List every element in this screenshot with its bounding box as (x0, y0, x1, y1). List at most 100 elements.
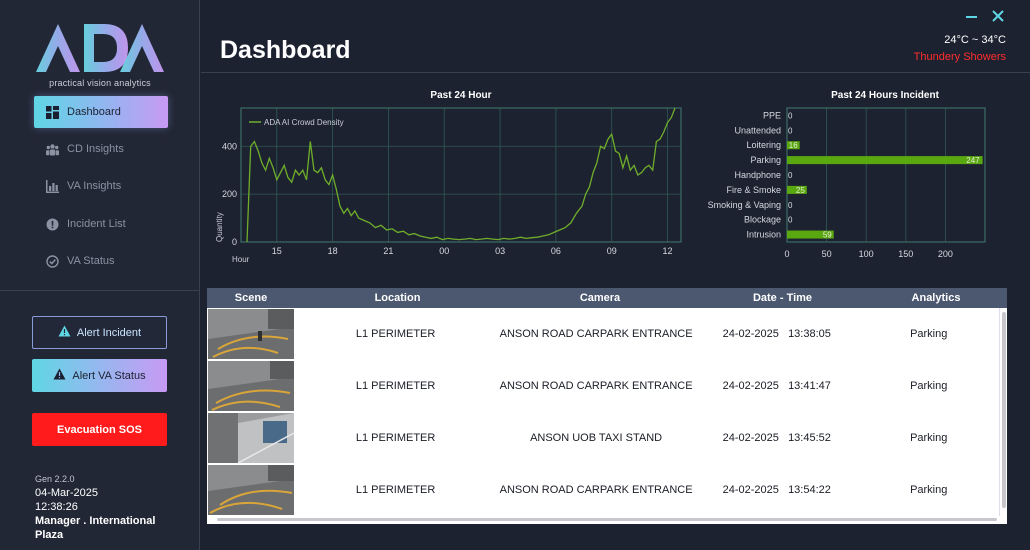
bar-value-label: 0 (788, 126, 793, 135)
chart-title: Past 24 Hours Incident (831, 90, 939, 101)
cell-location: L1 PERIMETER (355, 380, 436, 392)
evacuation-sos-button[interactable]: Evacuation SOS (32, 413, 167, 446)
y-tick-label: 200 (222, 189, 237, 199)
people-icon (46, 143, 59, 156)
x-tick-label: 06 (551, 246, 561, 256)
bar (787, 230, 834, 239)
x-axis-label: Hour (232, 255, 250, 264)
sidebar-item-label: Incident List (67, 218, 126, 230)
alert-circle-icon (46, 218, 59, 231)
category-label: Intrusion (746, 230, 781, 240)
x-tick-label: 12 (663, 246, 673, 256)
legend-label: ADA AI Crowd Density (264, 118, 344, 127)
category-label: Parking (750, 155, 781, 165)
bar-value-label: 0 (788, 201, 793, 210)
x-tick-label: 150 (898, 249, 913, 259)
x-tick-label: 18 (328, 246, 338, 256)
x-tick-label: 03 (495, 246, 505, 256)
cell-camera: ANSON UOB TAXI STAND (530, 432, 663, 444)
cell-camera: ANSON ROAD CARPARK ENTRANCE (499, 484, 693, 496)
scene-thumbnail[interactable] (208, 413, 294, 463)
y-axis-label: Quantity (215, 212, 224, 242)
bar (787, 156, 983, 165)
minimize-icon[interactable] (966, 16, 977, 18)
alert-incident-button[interactable]: Alert Incident (32, 316, 167, 349)
table-row[interactable]: L1 PERIMETER ANSON ROAD CARPARK ENTRANCE… (207, 464, 999, 516)
scene-thumbnail[interactable] (208, 465, 294, 515)
y-tick-label: 0 (232, 237, 237, 247)
bar-value-label: 247 (966, 156, 980, 165)
cell-camera: ANSON ROAD CARPARK ENTRANCE (499, 328, 693, 340)
check-circle-icon (46, 254, 59, 268)
cell-date-time: 24-02-2025 13:41:47 (695, 380, 858, 392)
table-body: L1 PERIMETER ANSON ROAD CARPARK ENTRANCE… (207, 308, 999, 516)
cell-location: L1 PERIMETER (355, 328, 436, 340)
cell-analytics: Parking (910, 380, 948, 392)
header-analytics[interactable]: Analytics (911, 292, 961, 304)
bar-value-label: 59 (823, 231, 832, 240)
sidebar-item-incident-list[interactable]: Incident List (34, 208, 168, 240)
alert-va-status-button[interactable]: Alert VA Status (32, 359, 167, 392)
dashboard-icon (46, 105, 59, 119)
scene-thumbnail[interactable] (208, 361, 294, 411)
category-label: Fire & Smoke (726, 185, 781, 195)
cell-camera: ANSON ROAD CARPARK ENTRANCE (499, 380, 693, 392)
bar-value-label: 0 (788, 171, 793, 180)
cell-location: L1 PERIMETER (355, 432, 436, 444)
version-label: Gen 2.2.0 (35, 474, 75, 484)
sidebar-item-dashboard[interactable]: Dashboard (34, 96, 168, 128)
y-tick-label: 400 (222, 141, 237, 151)
sidebar-item-va-status[interactable]: VA Status (34, 245, 168, 277)
cell-date: 24-02-2025 (722, 380, 779, 392)
table-row[interactable]: L1 PERIMETER ANSON ROAD CARPARK ENTRANCE… (207, 360, 999, 412)
alert-va-status-label: Alert VA Status (72, 369, 146, 382)
scrollbar-thumb[interactable] (1002, 312, 1006, 508)
table-row[interactable]: L1 PERIMETER ANSON ROAD CARPARK ENTRANCE… (207, 308, 999, 360)
sidebar-item-cd-insights[interactable]: CD Insights (34, 133, 168, 165)
cell-time: 13:38:05 (788, 328, 831, 340)
category-label: Handphone (734, 170, 781, 180)
cell-analytics: Parking (910, 328, 948, 340)
sidebar: practical vision analytics Dashboard CD … (0, 0, 200, 550)
table-row[interactable]: L1 PERIMETER ANSON UOB TAXI STAND 24-02-… (207, 412, 999, 464)
current-date: 04-Mar-2025 (35, 487, 98, 499)
ada-logo (36, 24, 164, 72)
header-divider (201, 72, 1030, 73)
alert-incident-label: Alert Incident (76, 326, 142, 339)
header-scene[interactable]: Scene (234, 292, 268, 304)
page-title: Dashboard (220, 36, 351, 64)
cell-analytics: Parking (910, 484, 948, 496)
close-icon[interactable] (991, 9, 1005, 23)
cell-time: 13:41:47 (788, 380, 831, 392)
vertical-scrollbar[interactable] (999, 308, 1007, 516)
horizontal-scrollbar[interactable] (217, 518, 997, 521)
bar-value-label: 0 (788, 216, 793, 225)
x-tick-label: 09 (607, 246, 617, 256)
sidebar-item-va-insights[interactable]: VA Insights (34, 170, 168, 202)
x-tick-label: 0 (784, 249, 789, 259)
incident-bar-chart: Past 24 Hours Incident PPE 0 Unattended 0 Lo… (708, 90, 986, 259)
header-camera[interactable]: Camera (579, 292, 621, 304)
table-header: Scene Location Camera Date - Time Analyt… (207, 288, 1007, 308)
category-label: Unattended (734, 125, 781, 135)
crowd-density-chart: Past 24 Hour 0 200 400 15 18 21 00 03 06 09 12 Qu… (215, 90, 682, 264)
header-location[interactable]: Location (374, 292, 421, 304)
category-label: Smoking & Vaping (708, 200, 781, 210)
plot-frame (240, 107, 682, 243)
scene-thumbnail[interactable] (208, 309, 294, 359)
series-line (246, 107, 676, 243)
sidebar-item-label: CD Insights (67, 143, 124, 155)
cell-date-time: 24-02-2025 13:38:05 (695, 328, 858, 340)
temperature-range: 24°C ~ 34°C (944, 34, 1006, 46)
logo-tagline: practical vision analytics (49, 78, 151, 88)
category-label: Loitering (746, 140, 781, 150)
warning-icon (58, 325, 71, 340)
bar (787, 185, 807, 194)
weather-status: Thundery Showers (913, 51, 1006, 63)
sidebar-item-label: VA Insights (67, 180, 122, 192)
incident-table: Scene Location Camera Date - Time Analyt… (207, 288, 1007, 524)
cell-location: L1 PERIMETER (355, 484, 436, 496)
bar-value-label: 25 (796, 186, 805, 195)
category-label: PPE (763, 110, 781, 120)
header-date-time[interactable]: Date - Time (752, 292, 813, 304)
